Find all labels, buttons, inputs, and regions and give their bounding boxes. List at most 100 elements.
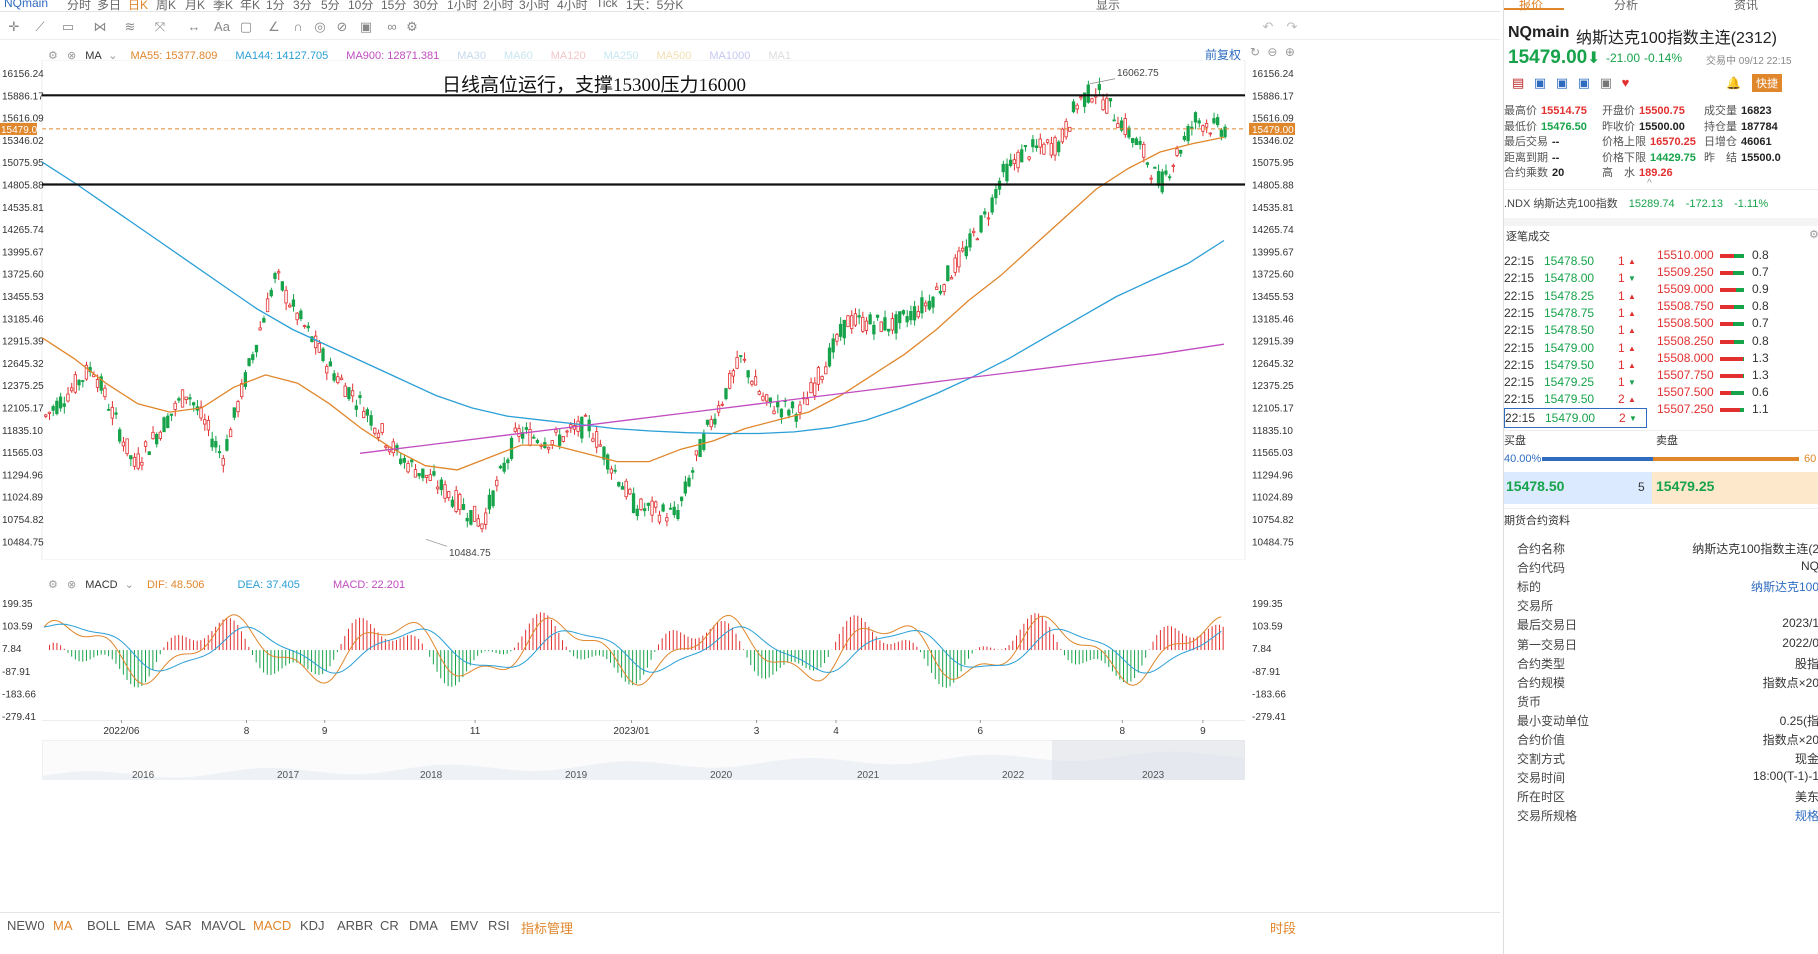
period-18[interactable]: 1天：5分K bbox=[626, 0, 684, 12]
ma-item-6[interactable]: MA250 bbox=[603, 50, 639, 62]
ma-item-2[interactable]: MA900: 12871.381 bbox=[346, 50, 440, 62]
macd-chart[interactable]: 199.35 103.59 7.84 -87.91 -183.66 -279.41 199… bbox=[0, 590, 1296, 720]
trade-row[interactable]: 22:15 15478.25 1 ▲ bbox=[1504, 287, 1674, 307]
trade-row[interactable]: 22:15 15479.50 2 ▲ bbox=[1504, 390, 1674, 410]
ma-item-4[interactable]: MA60 bbox=[504, 50, 533, 62]
crosshair-icon[interactable]: ✛ bbox=[8, 19, 20, 34]
indicator-指标管理[interactable]: 指标管理 bbox=[521, 921, 574, 936]
pattern-tool-icon[interactable]: ⤧ bbox=[154, 19, 166, 34]
period-2[interactable]: 日K bbox=[128, 0, 149, 12]
indicator-cr[interactable]: CR bbox=[380, 918, 399, 933]
bell-icon[interactable]: 🔔 bbox=[1726, 76, 1741, 90]
period-0[interactable]: 分时 bbox=[67, 0, 92, 12]
eye-icon[interactable]: ◎ bbox=[314, 19, 326, 34]
period-6[interactable]: 年K bbox=[240, 0, 261, 12]
period-10[interactable]: 10分 bbox=[348, 0, 374, 12]
trash-icon[interactable]: ▣ bbox=[359, 19, 373, 34]
measure-tool-icon[interactable]: ∠ bbox=[268, 19, 280, 34]
indicator-ema[interactable]: EMA bbox=[127, 918, 156, 933]
period-12[interactable]: 30分 bbox=[413, 0, 439, 12]
overview-window[interactable] bbox=[1052, 740, 1245, 780]
period-14[interactable]: 2小时 bbox=[483, 0, 514, 12]
period-9[interactable]: 5分 bbox=[321, 0, 340, 12]
price-chart[interactable]: 16156.24 15886.17 15616.09 15346.02 15075.95… bbox=[0, 60, 1296, 560]
ma-item-8[interactable]: MA1000 bbox=[709, 50, 751, 62]
tab-analysis[interactable]: 分析 bbox=[1614, 0, 1639, 12]
close-icon[interactable]: ⊗ bbox=[66, 50, 77, 62]
time-session-button[interactable]: 时段 bbox=[1270, 921, 1297, 936]
indicator-dma[interactable]: DMA bbox=[409, 918, 438, 933]
indicator-sar[interactable]: SAR bbox=[165, 918, 192, 933]
info-icon[interactable]: ▣ bbox=[1577, 75, 1591, 90]
fork-tool-icon[interactable]: ⋈ bbox=[93, 19, 107, 34]
period-15[interactable]: 3小时 bbox=[519, 0, 550, 12]
ma-item-5[interactable]: MA120 bbox=[550, 50, 586, 62]
indicator-ma[interactable]: MA bbox=[53, 918, 73, 933]
settings-icon[interactable]: ⚙ bbox=[48, 579, 58, 591]
settings-icon[interactable]: ⚙ bbox=[406, 19, 418, 34]
spec-value[interactable]: 规格 bbox=[1794, 809, 1818, 824]
overview-navigator[interactable]: 2016 2017 2018 2019 2020 2021 2022 2023 bbox=[42, 740, 1245, 780]
ma-label[interactable]: MA bbox=[85, 50, 102, 62]
ask-box[interactable]: 15479.25 bbox=[1652, 472, 1818, 504]
symbol-label[interactable]: NQmain bbox=[4, 0, 49, 10]
period-5[interactable]: 季K bbox=[213, 0, 234, 12]
heart-icon[interactable]: ♥ bbox=[1621, 75, 1630, 90]
expand-icon[interactable]: ^ bbox=[1647, 178, 1652, 189]
hide-icon[interactable]: ⊘ bbox=[336, 19, 348, 34]
ma-item-9[interactable]: MA1 bbox=[768, 50, 791, 62]
period-4[interactable]: 月K bbox=[185, 0, 206, 12]
period-3[interactable]: 周K bbox=[156, 0, 177, 12]
text-tool-icon[interactable]: Aa bbox=[214, 19, 230, 34]
redo-icon[interactable]: ↷ bbox=[1286, 19, 1298, 34]
spec-value[interactable]: 纳斯达克100 bbox=[1750, 580, 1818, 595]
trade-row[interactable]: 22:15 15479.00 2 ▼ bbox=[1504, 407, 1647, 428]
trade-row[interactable]: 22:15 15479.00 1 ▲ bbox=[1504, 339, 1674, 359]
indicator-rsi[interactable]: RSI bbox=[488, 918, 510, 933]
undo-icon[interactable]: ↶ bbox=[1262, 19, 1274, 34]
fib-tool-icon[interactable]: ≋ bbox=[124, 19, 136, 34]
chevron-down-icon[interactable]: ⌄ bbox=[108, 50, 118, 62]
period-8[interactable]: 3分 bbox=[293, 0, 312, 12]
trade-row[interactable]: 22:15 15478.00 1 ▼ bbox=[1504, 269, 1674, 289]
settings-icon[interactable]: ⚙ bbox=[48, 50, 58, 62]
trade-row[interactable]: 22:15 15479.25 1 ▼ bbox=[1504, 373, 1674, 393]
magnet-icon[interactable]: ∩ bbox=[293, 19, 303, 34]
close-icon[interactable]: ⊗ bbox=[66, 579, 77, 591]
indicator-new0[interactable]: NEW0 bbox=[7, 918, 45, 933]
trade-row[interactable]: 22:15 15479.50 1 ▲ bbox=[1504, 356, 1674, 376]
period-1[interactable]: 多日 bbox=[97, 0, 122, 12]
indicator-macd[interactable]: MACD bbox=[253, 918, 292, 933]
indicator-mavol[interactable]: MAVOL bbox=[201, 918, 246, 933]
chevron-down-icon[interactable]: ⌄ bbox=[124, 579, 134, 591]
quick-trade-button[interactable]: 快捷 bbox=[1752, 74, 1782, 92]
tool-icon[interactable]: ▣ bbox=[1533, 75, 1547, 90]
tab-news[interactable]: 资讯 bbox=[1734, 0, 1759, 12]
trade-row[interactable]: 22:15 15478.50 1 ▲ bbox=[1504, 252, 1674, 272]
indicator-emv[interactable]: EMV bbox=[450, 918, 479, 933]
settings-icon[interactable]: ⚙ bbox=[1809, 229, 1818, 241]
ma-item-3[interactable]: MA30 bbox=[457, 50, 487, 62]
rect-tool-icon[interactable]: ▭ bbox=[61, 19, 75, 34]
period-7[interactable]: 1分 bbox=[266, 0, 285, 12]
bid-box[interactable]: 15478.50 5 bbox=[1504, 472, 1652, 504]
trade-row[interactable]: 22:15 15478.50 1 ▲ bbox=[1504, 321, 1674, 341]
arrow-tool-icon[interactable]: ↔ bbox=[187, 19, 201, 34]
line-tool-icon[interactable]: ⟋ bbox=[35, 19, 45, 34]
minimize-icon[interactable]: ⊖ bbox=[1267, 45, 1278, 59]
index-name[interactable]: .NDX 纳斯达克100指数 bbox=[1504, 198, 1618, 210]
ma-item-7[interactable]: MA500 bbox=[656, 50, 692, 62]
ma-item-1[interactable]: MA144: 14127.705 bbox=[235, 50, 329, 62]
link-icon[interactable]: ∞ bbox=[387, 19, 397, 34]
period-13[interactable]: 1小时 bbox=[447, 0, 478, 12]
brush-tool-icon[interactable]: ▢ bbox=[239, 19, 253, 34]
indicator-boll[interactable]: BOLL bbox=[87, 918, 121, 933]
macd-label[interactable]: MACD bbox=[85, 579, 118, 591]
home-icon[interactable]: ▣ bbox=[1555, 75, 1569, 90]
tab-quote[interactable]: 报价 bbox=[1519, 0, 1544, 12]
period-17[interactable]: Tick bbox=[596, 0, 618, 10]
period-16[interactable]: 4小时 bbox=[557, 0, 588, 12]
maximize-icon[interactable]: ⊕ bbox=[1284, 45, 1295, 59]
note-icon[interactable]: ▣ bbox=[1599, 75, 1612, 90]
indicator-kdj[interactable]: KDJ bbox=[300, 918, 325, 933]
